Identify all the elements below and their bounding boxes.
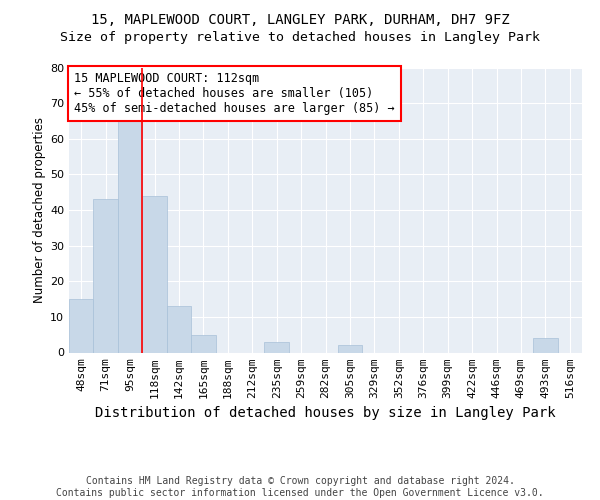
Bar <box>191 334 215 352</box>
Bar <box>94 200 118 352</box>
Text: 15, MAPLEWOOD COURT, LANGLEY PARK, DURHAM, DH7 9FZ: 15, MAPLEWOOD COURT, LANGLEY PARK, DURHA… <box>91 12 509 26</box>
Bar <box>167 306 191 352</box>
Text: Contains HM Land Registry data © Crown copyright and database right 2024.
Contai: Contains HM Land Registry data © Crown c… <box>56 476 544 498</box>
Bar <box>533 338 557 352</box>
Text: Size of property relative to detached houses in Langley Park: Size of property relative to detached ho… <box>60 31 540 44</box>
X-axis label: Distribution of detached houses by size in Langley Park: Distribution of detached houses by size … <box>95 406 556 420</box>
Bar <box>265 342 289 352</box>
Bar <box>118 114 142 352</box>
Y-axis label: Number of detached properties: Number of detached properties <box>33 117 46 303</box>
Bar <box>338 346 362 352</box>
Bar <box>142 196 167 352</box>
Text: 15 MAPLEWOOD COURT: 112sqm
← 55% of detached houses are smaller (105)
45% of sem: 15 MAPLEWOOD COURT: 112sqm ← 55% of deta… <box>74 72 395 115</box>
Bar <box>69 299 94 352</box>
